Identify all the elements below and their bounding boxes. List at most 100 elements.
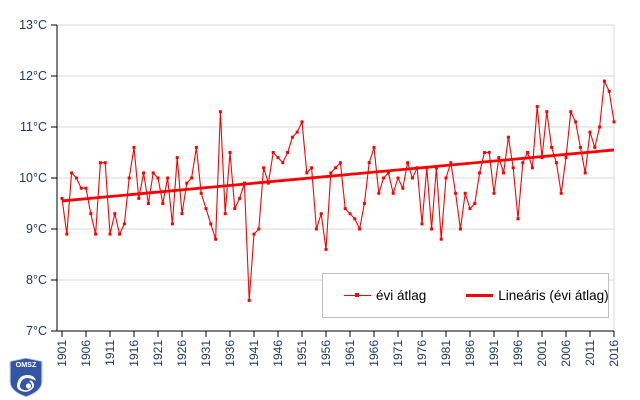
series-marker [526,151,530,154]
series-marker [146,202,150,205]
series-marker [122,222,126,226]
series-marker [362,202,366,205]
x-tick-label: 1926 [175,340,189,367]
series-marker [406,161,410,165]
series-marker [290,135,294,139]
series-marker [238,196,242,200]
series-marker [137,196,141,200]
series-marker [199,191,203,195]
y-axis-labels: 7°C 8°C 9°C 10°C 11°C 12°C 13°C [19,18,47,338]
x-tick-label: 2016 [607,340,621,367]
y-tick-label: 10°C [19,171,47,185]
series-marker [511,166,515,170]
y-tick-label: 13°C [19,18,47,32]
x-tick-label: 1991 [487,340,501,367]
series-marker [151,171,155,175]
series-marker [391,191,395,195]
series-marker [377,191,381,195]
x-tick-label: 1966 [367,340,381,367]
legend-label-annual: évi átlag [376,288,427,303]
series-marker [103,161,107,165]
series-marker [482,151,486,154]
series-marker [598,125,602,129]
legend: évi átlag Lineáris (évi átlag) [322,273,609,318]
series-marker [607,89,611,93]
series-marker [593,145,597,149]
legend-line-icon [344,293,371,297]
x-tick-label: 1956 [319,340,333,367]
series-marker [271,151,275,154]
series-marker [473,202,477,205]
series-marker [108,232,112,236]
x-tick-label: 1936 [223,340,237,367]
series-marker [94,232,98,236]
series-marker [348,212,352,216]
x-tick-label: 1946 [271,340,285,367]
series-marker [454,191,458,195]
x-tick-label: 1906 [79,340,93,367]
series-marker [410,176,414,180]
series-marker [156,176,160,180]
series-marker [578,145,582,149]
series-marker [223,212,227,216]
linear-trend-line [61,148,615,203]
series-marker [194,145,198,149]
series-marker [569,110,573,114]
series-marker [175,156,179,160]
series-marker [218,110,222,114]
series-marker [262,166,266,170]
legend-sample-trend [466,289,494,303]
series-marker [463,191,467,195]
series-marker [79,186,83,190]
series-marker [70,171,74,175]
series-marker [334,166,338,170]
series-marker [430,227,434,231]
series-marker [310,166,314,170]
series-marker [574,120,578,124]
series-marker [319,212,323,216]
series-marker [382,176,386,180]
series-marker [420,222,424,226]
series-marker [492,191,496,195]
series-marker [300,120,304,124]
series-marker [612,120,616,124]
series-marker [449,161,453,165]
x-tick-label: 2011 [583,340,597,366]
series-marker [113,212,117,216]
y-tick-label: 11°C [20,120,47,134]
x-tick-label: 1911 [103,340,117,366]
series-marker [89,212,93,216]
series-marker [487,151,491,154]
series-marker [161,202,165,205]
x-tick-label: 1976 [415,340,429,367]
x-tick-label: 1951 [295,340,309,367]
series-marker [228,151,232,154]
series-marker [281,161,285,165]
x-tick-label: 1981 [439,340,453,367]
series-marker [209,222,213,226]
y-tick-label: 9°C [26,222,47,236]
x-tick-label: 1996 [511,340,525,367]
x-tick-label: 2006 [559,340,573,367]
series-marker [535,105,539,109]
series-marker [65,232,69,236]
x-tick-label: 1921 [151,340,165,367]
y-tick-label: 7°C [26,324,47,338]
annual-series-polyline [61,79,615,301]
series-marker [444,176,448,180]
series-marker [497,156,501,160]
series-marker [554,161,558,165]
x-tick-label: 1901 [55,340,69,367]
series-marker [468,207,472,211]
y-tick-label: 8°C [26,273,47,287]
series-marker [478,171,482,175]
series-marker [214,237,218,241]
series-marker [84,186,88,190]
x-tick-label: 1971 [391,340,405,367]
axes [51,24,615,337]
series-marker [166,176,170,180]
series-marker [180,212,184,216]
series-marker [204,207,208,211]
legend-trendline-icon [466,294,494,297]
x-axis-labels: 1901 1906 1911 1916 1921 1926 1931 1936 1941 1946… [55,340,621,367]
